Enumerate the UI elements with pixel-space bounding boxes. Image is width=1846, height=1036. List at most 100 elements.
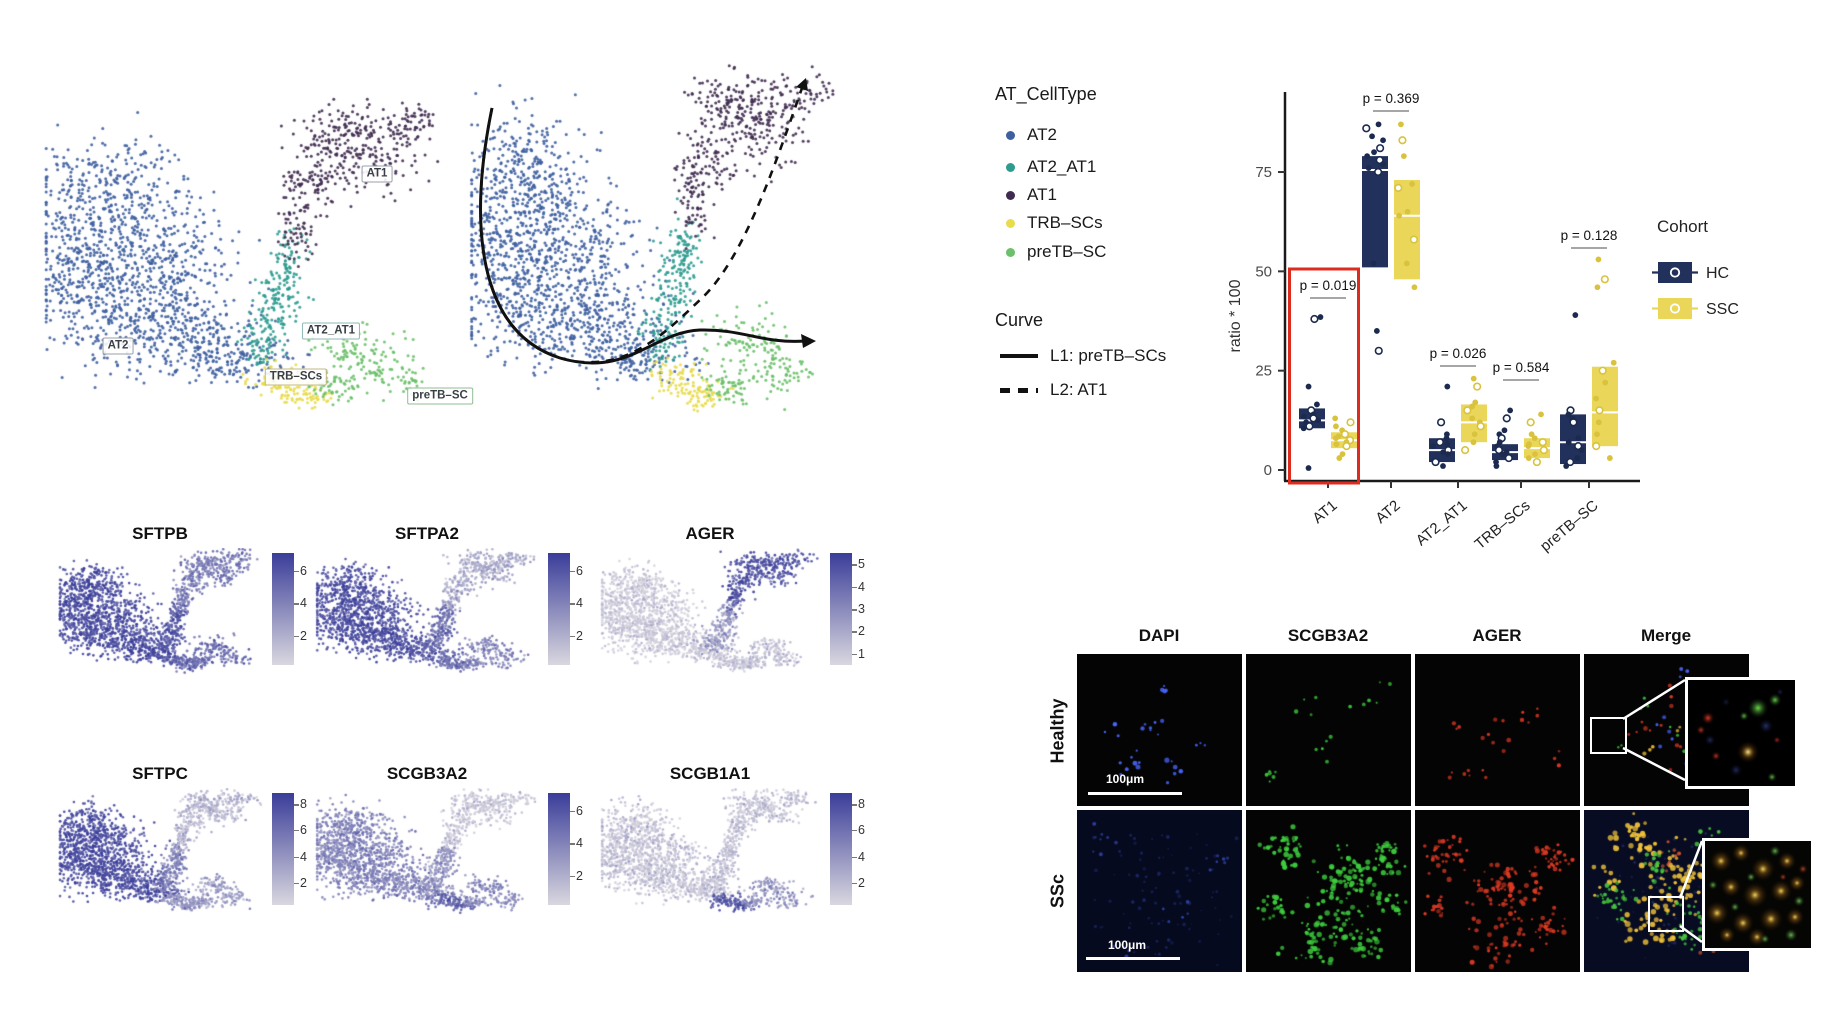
gene-title-sftpa2: SFTPA2 xyxy=(395,524,459,543)
feature-plot-sftpb xyxy=(58,548,263,678)
p-value-label: p = 0.128 xyxy=(1561,228,1618,243)
colorbar-tick: 6 xyxy=(576,563,583,578)
colorbar-scgb1a1 xyxy=(830,793,852,905)
y-axis-tick: 50 xyxy=(1255,263,1272,280)
colorbar-tick-mark xyxy=(570,843,575,845)
umap-trajectory-plot xyxy=(468,62,838,430)
colorbar-ager xyxy=(830,553,852,665)
colorbar-tick-mark xyxy=(570,635,575,638)
colorbar-tick-mark xyxy=(852,804,857,806)
colorbar-tick-mark xyxy=(570,570,575,573)
colorbar-tick: 6 xyxy=(300,822,307,837)
y-axis-tick: 25 xyxy=(1255,363,1272,380)
colorbar-tick: 4 xyxy=(300,849,307,864)
micrograph-healthy-dapi xyxy=(1077,654,1242,806)
solid-line-icon xyxy=(1000,354,1038,358)
colorbar-tick: 6 xyxy=(576,803,583,818)
legend-item-l1: L1: preTB–SCs xyxy=(1000,346,1166,366)
cluster-label-pretb_sc: preTB–SC xyxy=(407,387,473,405)
colorbar-tick: 4 xyxy=(576,596,583,611)
colorbar-tick: 6 xyxy=(858,822,865,837)
colorbar-tick-mark xyxy=(852,882,857,885)
at1-color-dot-icon xyxy=(1006,190,1015,200)
colorbar-tick-mark xyxy=(570,810,575,813)
feature-plot-sftpa2 xyxy=(315,548,540,678)
gene-title-sftpb: SFTPB xyxy=(132,524,188,543)
colorbar-tick-mark xyxy=(852,609,857,611)
pretb-sc-color-dot-icon xyxy=(1006,247,1015,257)
legend-item-at1: AT1 xyxy=(1006,185,1057,205)
legend-item-l2: L2: AT1 xyxy=(1000,380,1107,400)
colorbar-tick: 5 xyxy=(858,557,865,572)
colorbar-sftpc xyxy=(272,793,294,905)
micrograph-healthy-scgb3a2 xyxy=(1246,654,1411,806)
gene-title-scgb1a1: SCGB1A1 xyxy=(669,764,751,783)
colorbar-tick: 4 xyxy=(858,849,865,864)
colorbar-tick-mark xyxy=(852,829,857,832)
y-axis-label: ratio * 100 xyxy=(1227,279,1244,352)
micrograph-healthy-ager xyxy=(1415,654,1580,806)
colorbar-tick: 8 xyxy=(300,797,307,812)
legend-item-at2: AT2 xyxy=(1006,125,1057,145)
celltype-legend-title: AT_CellType xyxy=(995,84,1097,104)
colorbar-tick: 4 xyxy=(576,836,583,851)
legend-item-label: AT2 xyxy=(1027,125,1057,144)
cohort-legend-label: SSC xyxy=(1706,301,1739,318)
cluster-label-at2_at1: AT2_AT1 xyxy=(301,322,361,340)
legend-item-label: L2: AT1 xyxy=(1050,380,1108,399)
colorbar-tick-mark xyxy=(294,804,299,806)
legend-item-label: TRB–SCs xyxy=(1027,213,1103,232)
cluster-label-at1: AT1 xyxy=(361,165,393,183)
colorbar-tick-mark xyxy=(852,631,857,633)
colorbar-tick-mark xyxy=(294,882,299,885)
feature-plot-ager xyxy=(600,548,820,678)
merge-inset-healthy-image xyxy=(1688,680,1795,786)
umap-celltype-plot xyxy=(42,96,462,428)
merge-inset-ssc xyxy=(1702,838,1814,951)
colorbar-tick: 2 xyxy=(300,628,307,643)
x-axis-category: AT2 xyxy=(1372,497,1403,527)
colorbar-tick: 4 xyxy=(300,596,307,611)
scale-bar-line xyxy=(1088,792,1182,795)
x-axis-category: AT2_AT1 xyxy=(1413,497,1471,549)
feature-plot-scgb3a2 xyxy=(315,788,540,918)
y-axis-tick: 75 xyxy=(1255,164,1272,181)
colorbar-tick-mark xyxy=(294,829,299,832)
row-label-healthy: Healthy xyxy=(1047,698,1068,764)
x-axis-category: AT1 xyxy=(1309,497,1340,527)
feature-plot-scgb1a1 xyxy=(600,788,820,918)
y-axis-tick: 0 xyxy=(1264,462,1272,479)
significant-group-highlight xyxy=(1288,267,1360,485)
colorbar-tick-mark xyxy=(570,603,575,605)
cohort-legend-title: Cohort xyxy=(1657,217,1708,236)
micrograph-ssc-scgb3a2 xyxy=(1246,810,1411,972)
column-header-scgb3a2: SCGB3A2 xyxy=(1287,626,1369,645)
gene-title-ager: AGER xyxy=(685,524,735,543)
micrograph-ssc-ager xyxy=(1415,810,1580,972)
legend-item-label: AT2_AT1 xyxy=(1027,157,1097,176)
colorbar-sftpb xyxy=(272,553,294,665)
colorbar-tick-mark xyxy=(294,635,299,638)
colorbar-tick: 2 xyxy=(858,875,865,890)
legend-item-label: AT1 xyxy=(1027,185,1057,204)
colorbar-tick-mark xyxy=(294,603,299,605)
legend-item-label: L1: preTB–SCs xyxy=(1050,346,1167,365)
colorbar-scgb3a2 xyxy=(548,793,570,905)
merge-roi-box-ssc xyxy=(1648,896,1684,932)
trb-scs-color-dot-icon xyxy=(1006,218,1015,228)
merge-inset-healthy xyxy=(1685,677,1798,789)
colorbar-tick: 6 xyxy=(300,563,307,578)
dashed-line-icon xyxy=(1000,387,1038,393)
colorbar-tick-mark xyxy=(570,875,575,878)
gene-title-scgb3a2: SCGB3A2 xyxy=(386,764,468,783)
cluster-label-trb_scs: TRB–SCs xyxy=(264,368,328,386)
colorbar-tick: 4 xyxy=(858,579,865,594)
ratio-boxplot: 0 25 50 75 ratio * 100 AT1 AT2 AT2_AT1 TRB–SCs pr… xyxy=(1227,91,1739,555)
legend-item-at2-at1: AT2_AT1 xyxy=(1006,157,1096,177)
merge-inset-ssc-image xyxy=(1705,841,1811,948)
colorbar-sftpa2 xyxy=(548,553,570,665)
column-header-dapi: DAPI xyxy=(1138,626,1180,645)
scale-bar-line xyxy=(1086,957,1180,960)
p-value-label: p = 0.369 xyxy=(1363,91,1420,106)
